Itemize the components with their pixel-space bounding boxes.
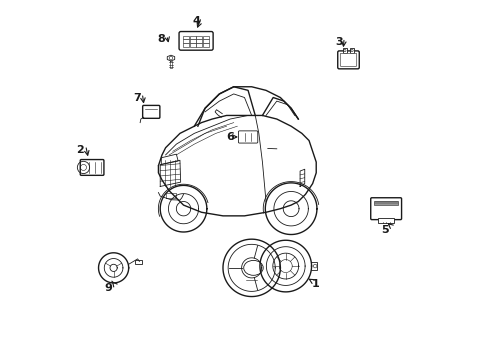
- Bar: [202, 43, 208, 46]
- Text: 7: 7: [133, 93, 141, 103]
- Text: 6: 6: [226, 132, 234, 142]
- Bar: [189, 39, 195, 43]
- Bar: [378, 218, 393, 223]
- Bar: [202, 39, 208, 43]
- Bar: [189, 36, 195, 39]
- Bar: [183, 39, 189, 43]
- Text: 8: 8: [157, 35, 165, 44]
- Text: 1: 1: [311, 279, 319, 289]
- FancyBboxPatch shape: [80, 159, 104, 175]
- FancyBboxPatch shape: [238, 131, 257, 143]
- FancyBboxPatch shape: [337, 51, 359, 69]
- FancyBboxPatch shape: [179, 32, 213, 50]
- Bar: [196, 36, 202, 39]
- FancyBboxPatch shape: [370, 198, 401, 220]
- Bar: [196, 39, 202, 43]
- Bar: [196, 43, 202, 46]
- Bar: [202, 36, 208, 39]
- Bar: [189, 43, 195, 46]
- Bar: [183, 36, 189, 39]
- Bar: [373, 201, 398, 205]
- Bar: [342, 48, 346, 53]
- FancyBboxPatch shape: [142, 105, 160, 118]
- Text: 9: 9: [104, 283, 112, 293]
- Text: 2: 2: [76, 144, 84, 154]
- Bar: [135, 260, 142, 264]
- Text: 3: 3: [334, 37, 342, 47]
- Text: 4: 4: [192, 17, 200, 27]
- Bar: [349, 48, 353, 53]
- Text: 5: 5: [381, 225, 388, 235]
- FancyBboxPatch shape: [340, 53, 356, 66]
- Bar: [310, 262, 317, 270]
- Bar: [183, 43, 189, 46]
